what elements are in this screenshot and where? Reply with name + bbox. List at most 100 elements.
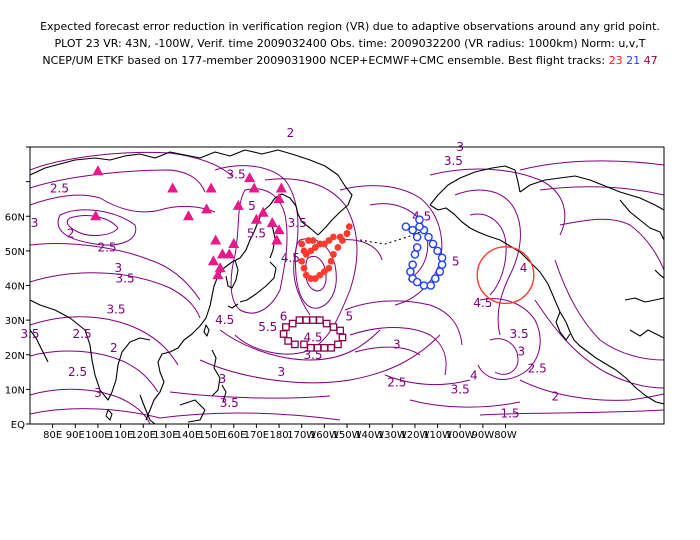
contour-label: 2: [67, 227, 75, 241]
track-47-point: [288, 319, 297, 328]
y-tick-label: EQ: [11, 420, 25, 431]
contour-label: 2: [110, 341, 118, 355]
observation-triangle: [248, 182, 260, 193]
x-tick-label: 180: [270, 430, 289, 441]
observation-triangle: [250, 213, 262, 224]
contour-label: 2.5: [97, 240, 116, 254]
y-tick-label: 30N: [5, 316, 25, 327]
x-tick-label: 120E: [131, 430, 156, 441]
track-23-point: [343, 230, 351, 237]
track-23-point: [309, 237, 317, 244]
x-tick-label: 170E: [244, 430, 269, 441]
track-23-point: [327, 257, 335, 265]
track-47-point: [320, 343, 329, 352]
contour-label: 2: [551, 389, 559, 403]
track-47-point: [291, 340, 299, 349]
contour-label: 4.5: [281, 251, 300, 265]
x-tick-label: 120W: [400, 430, 429, 441]
track-21-point: [428, 239, 438, 249]
track-47-point: [300, 340, 308, 349]
contour-label: 6: [280, 310, 288, 324]
observation-triangle: [273, 192, 285, 203]
track-47-point: [309, 316, 317, 324]
track-23-label: 23: [608, 54, 623, 67]
track-47-point: [306, 343, 315, 352]
y-tick-label: 40N: [5, 282, 25, 293]
observation-triangle: [214, 262, 226, 273]
contour-label: 3: [278, 365, 286, 379]
observation-triangle: [273, 224, 285, 235]
contour-label: 3.5: [116, 272, 135, 286]
observation-triangle: [183, 210, 194, 221]
x-tick-label: 130W: [378, 430, 407, 441]
contour-lines: [30, 151, 664, 424]
track-21-point: [406, 267, 415, 276]
track-21-point: [415, 222, 424, 231]
track-23-point: [334, 244, 342, 251]
track-47-point: [315, 316, 324, 324]
x-tick-label: 80E: [43, 430, 62, 441]
x-tick-label: 140W: [355, 430, 384, 441]
track-47-label: 47: [643, 54, 658, 67]
track-21-point: [431, 274, 440, 283]
track-21-point: [426, 281, 436, 290]
observation-triangle: [271, 234, 283, 245]
y-tick-label: 10N: [5, 385, 25, 396]
track-47-point: [284, 337, 292, 345]
contour-label: 1.5: [500, 407, 519, 421]
contour-label: 2: [287, 126, 295, 140]
header-line-1: Expected forecast error reduction in ver…: [40, 20, 660, 33]
flight-track-23[interactable]: [298, 223, 353, 282]
x-tick-label: 140E: [176, 430, 201, 441]
flight-track-47[interactable]: [279, 316, 347, 352]
track-21-point: [424, 232, 433, 242]
y-tick-label: 20N: [5, 351, 25, 362]
contour-label: 5: [452, 254, 460, 268]
x-tick-label: 110E: [108, 430, 133, 441]
observation-triangle: [232, 199, 244, 210]
verification-region-circle: [476, 246, 535, 305]
track-21-point: [437, 253, 447, 263]
x-tick-label: 80W: [494, 430, 517, 441]
contour-label: 3: [31, 216, 39, 230]
observation-triangle: [92, 165, 104, 176]
track-47-point: [279, 330, 288, 338]
observation-triangle: [212, 269, 224, 280]
contour-label: 3.5: [444, 154, 463, 168]
track-23-point: [336, 233, 344, 241]
observation-triangle: [205, 182, 217, 193]
track-23-point: [298, 240, 306, 248]
contour-label: 2.5: [73, 327, 92, 341]
contour-label: 4: [520, 261, 528, 275]
track-47-point: [313, 343, 322, 352]
observation-triangle: [167, 182, 179, 193]
header-line-3-prefix: NCEP/UM ETKF based on 177-member 2009031…: [42, 54, 606, 67]
track-23-point: [325, 264, 333, 272]
flight-track-21[interactable]: [401, 215, 447, 290]
track-21-point: [415, 215, 424, 225]
track-47-point: [295, 316, 304, 324]
track-47-point: [329, 323, 338, 331]
contour-label: 4.5: [303, 330, 322, 344]
contour-label: 3.5: [288, 216, 307, 230]
track-47-point: [336, 326, 345, 335]
track-21-point: [410, 250, 420, 259]
x-tick-label: 160E: [221, 430, 246, 441]
observation-triangle: [210, 234, 222, 245]
y-tick-label: 50N: [5, 247, 25, 258]
x-tick-label: 160W: [310, 430, 339, 441]
contour-label: 4.5: [473, 296, 492, 310]
observation-triangle: [223, 248, 235, 259]
track-21-point: [437, 260, 447, 270]
contour-label: 3.5: [106, 303, 125, 317]
contour-label: 3: [219, 372, 227, 386]
track-23-point: [345, 223, 353, 231]
contour-label: 3.5: [451, 382, 470, 396]
y-tick-label: 60N: [5, 212, 25, 223]
contour-label: 4.5: [215, 313, 234, 327]
x-tick-label: 100W: [446, 430, 475, 441]
observation-triangle: [266, 217, 278, 228]
contour-label: 3.5: [510, 327, 529, 341]
